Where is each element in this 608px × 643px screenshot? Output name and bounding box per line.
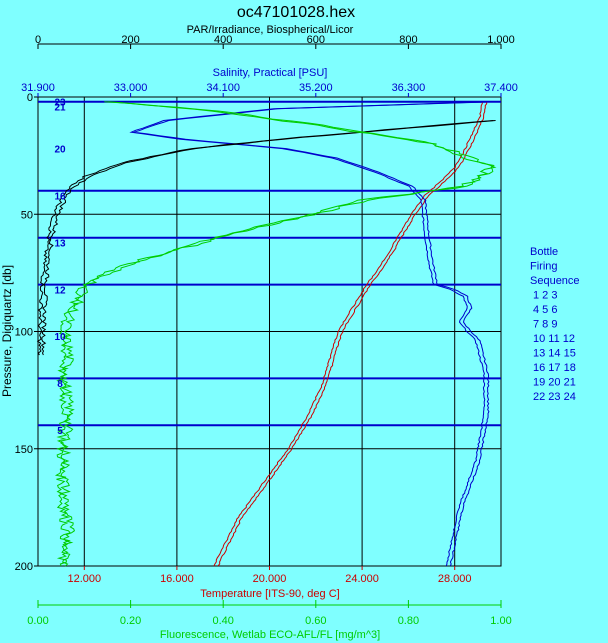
bottle-legend-row: 13 14 15 [533,348,576,360]
bottle-legend-row: 22 23 24 [533,391,576,403]
bottle-legend-title: Bottle [530,246,558,258]
bottle-marker-label: 12 [54,285,66,296]
temperature-series-line [213,101,483,567]
salinity-tick-label: 36.300 [392,82,426,94]
fluorescence-tick-label: 1.00 [490,615,511,627]
bottle-legend-row: 16 17 18 [533,362,576,374]
y-tick-label: 200 [15,561,33,573]
fluorescence-tick-label: 0.60 [305,615,326,627]
par-tick-label: 400 [214,34,232,46]
bottle-legend-row: 4 5 6 [533,304,557,316]
temperature-series-line [217,101,488,567]
par-tick-label: 200 [121,34,139,46]
chart-title: oc47101028.hex [237,4,355,21]
par-tick-label: 0 [35,34,41,46]
bottle-marker-label: 16 [54,191,66,202]
salinity-tick-label: 35.200 [299,82,333,94]
salinity-tick-label: 33.000 [114,82,148,94]
y-tick-label: 100 [15,327,33,339]
temperature-tick-label: 28.000 [438,573,472,585]
bottle-marker-label: 8 [57,379,63,390]
y-tick-label: 0 [27,92,33,104]
par-series-line [36,120,494,356]
par-tick-label: 1,000 [487,34,515,46]
fluorescence-tick-label: 0.80 [398,615,419,627]
bottle-marker-label: 23 [54,98,66,109]
salinity-tick-label: 37.400 [484,82,518,94]
par-tick-label: 800 [399,34,417,46]
temperature-axis-label: Temperature [ITS-90, deg C] [200,588,339,600]
salinity-series-line [133,101,497,567]
bottle-marker-label: 21 [54,102,66,113]
par-tick-label: 600 [307,34,325,46]
par-axis-label: PAR/Irradiance, Biospherical/Licor [187,24,354,36]
fluorescence-tick-label: 0.00 [27,615,48,627]
bottle-legend-title: Sequence [530,275,580,287]
y-tick-label: 150 [15,444,33,456]
bottle-marker-label: 20 [54,145,66,156]
bottle-legend-row: 7 8 9 [533,319,557,331]
salinity-tick-label: 31.900 [21,82,55,94]
fluorescence-axis-label: Fluorescence, Wetlab ECO-AFL/FL [mg/m^3] [160,629,380,641]
temperature-tick-label: 20.000 [253,573,287,585]
bottle-marker-label: 13 [54,238,66,249]
fluorescence-tick-label: 0.40 [212,615,233,627]
par-series-line [40,120,496,356]
pressure-axis-label: Pressure, Digiquartz [db] [0,265,14,397]
fluorescence-series-line [58,101,495,567]
bottle-legend-row: 19 20 21 [533,377,576,389]
salinity-series-line [129,101,492,567]
bottle-legend-row: 10 11 12 [533,333,575,345]
temperature-tick-label: 16.000 [160,573,194,585]
bottle-firing-legend: Bottle Firing Sequence 1 2 3 4 5 6 7 8 9 10 11… [530,246,580,403]
bottle-marker-label: 10 [54,332,66,343]
temperature-tick-label: 24.000 [345,573,379,585]
bottle-legend-row: 1 2 3 [533,290,557,302]
bottle-legend-title: Firing [530,261,558,273]
fluorescence-tick-label: 0.20 [120,615,141,627]
bottle-marker-label: 5 [57,426,63,437]
temperature-tick-label: 12.000 [67,573,101,585]
salinity-axis-label: Salinity, Practical [PSU] [213,67,328,79]
y-tick-label: 50 [21,209,33,221]
salinity-tick-label: 34.100 [206,82,240,94]
